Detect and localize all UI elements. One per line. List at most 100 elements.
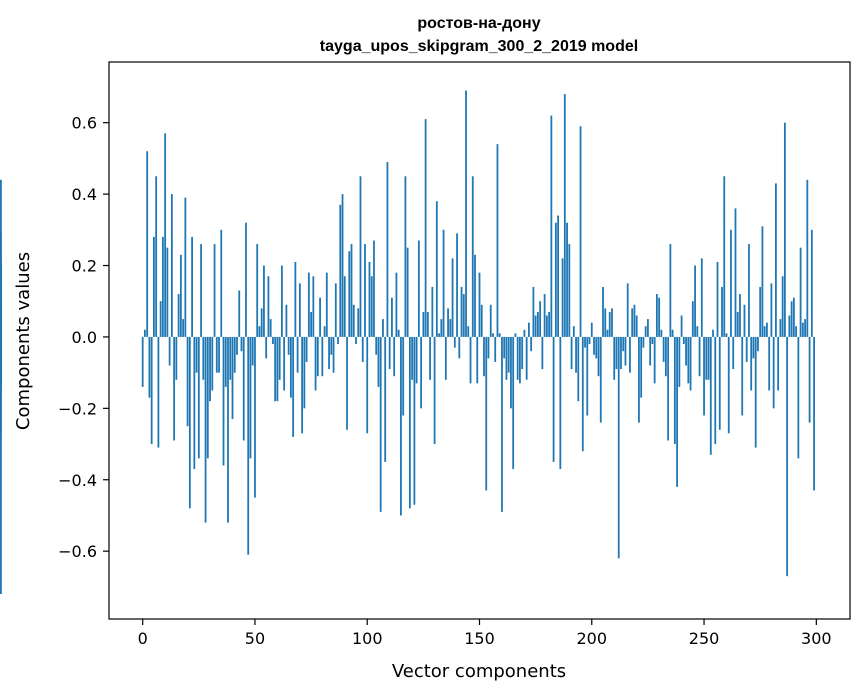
bar	[375, 336, 378, 355]
bar	[260, 308, 263, 337]
bar	[682, 336, 685, 345]
bar	[458, 336, 461, 359]
bar	[748, 244, 750, 337]
bar	[350, 244, 353, 337]
bar	[453, 336, 456, 348]
bar	[606, 329, 609, 337]
bar	[310, 311, 312, 337]
bar	[465, 90, 467, 337]
bar	[415, 336, 418, 384]
bar	[779, 319, 782, 337]
bar	[218, 336, 220, 373]
bar	[813, 336, 815, 491]
bar	[660, 329, 663, 337]
bar	[144, 329, 146, 337]
bar	[698, 336, 701, 377]
bar	[209, 336, 211, 402]
bar	[496, 144, 499, 337]
bar	[370, 276, 373, 337]
bar	[451, 258, 454, 337]
bar	[242, 336, 245, 441]
x-tick-label: 300	[801, 629, 832, 648]
bar	[550, 115, 553, 337]
bar	[411, 336, 414, 380]
bar	[716, 261, 719, 337]
bar	[624, 336, 627, 366]
bar	[431, 286, 434, 337]
bar	[721, 286, 723, 337]
bar	[638, 336, 640, 423]
bar	[492, 333, 494, 337]
bar	[572, 326, 575, 337]
bar	[0, 336, 2, 434]
bar	[164, 133, 167, 337]
bar	[298, 283, 301, 337]
x-tick-label: 150	[464, 629, 495, 648]
bar	[337, 336, 339, 345]
bar	[305, 336, 308, 362]
bar	[523, 329, 526, 337]
bar	[449, 319, 452, 337]
bar	[474, 254, 476, 337]
bar	[224, 336, 227, 387]
bar	[707, 336, 710, 380]
bar	[161, 236, 164, 337]
bar	[608, 311, 611, 337]
bar	[168, 336, 171, 366]
bar	[691, 301, 694, 337]
bar	[642, 336, 645, 348]
bar	[191, 236, 193, 337]
bar	[709, 336, 712, 455]
y-tick-label: 0.4	[72, 185, 97, 204]
bar	[545, 315, 548, 337]
bar	[471, 176, 474, 337]
bar	[402, 336, 405, 416]
x-axis-ticks: 0 50 100 150 200 250 300	[138, 619, 832, 648]
bar	[590, 322, 593, 337]
bar	[391, 297, 393, 337]
bar	[622, 336, 625, 352]
bar	[485, 336, 488, 491]
bar	[200, 244, 202, 337]
bar	[647, 319, 649, 337]
bar	[283, 336, 286, 391]
bar	[563, 94, 566, 337]
bar	[754, 336, 757, 448]
bar	[233, 336, 236, 373]
bar	[175, 336, 178, 380]
bar	[604, 308, 607, 337]
bar	[525, 336, 528, 380]
bar	[736, 311, 739, 337]
bar	[712, 329, 714, 337]
bar	[743, 304, 746, 337]
bar	[732, 336, 735, 370]
bar	[797, 336, 800, 459]
bar	[557, 215, 559, 337]
bar	[534, 315, 537, 337]
bar	[429, 336, 431, 380]
bar	[359, 176, 362, 337]
bar	[676, 336, 678, 487]
bar	[150, 336, 153, 445]
bar	[548, 311, 551, 337]
bar	[593, 336, 595, 355]
bar	[804, 319, 806, 337]
bar	[319, 297, 321, 337]
bar	[231, 336, 234, 420]
bar	[460, 286, 463, 337]
x-axis-label: Vector components	[392, 661, 566, 682]
bar	[204, 336, 207, 523]
bar	[577, 336, 580, 402]
bar	[629, 336, 631, 373]
bar	[438, 333, 440, 337]
bar	[696, 326, 699, 337]
bar	[768, 336, 771, 391]
bar	[503, 336, 506, 359]
bar	[667, 336, 670, 441]
bar	[810, 229, 813, 337]
bar	[775, 183, 777, 337]
bar	[0, 336, 2, 595]
bar	[193, 336, 196, 470]
bar	[426, 311, 429, 337]
x-tick-label: 0	[138, 629, 148, 648]
